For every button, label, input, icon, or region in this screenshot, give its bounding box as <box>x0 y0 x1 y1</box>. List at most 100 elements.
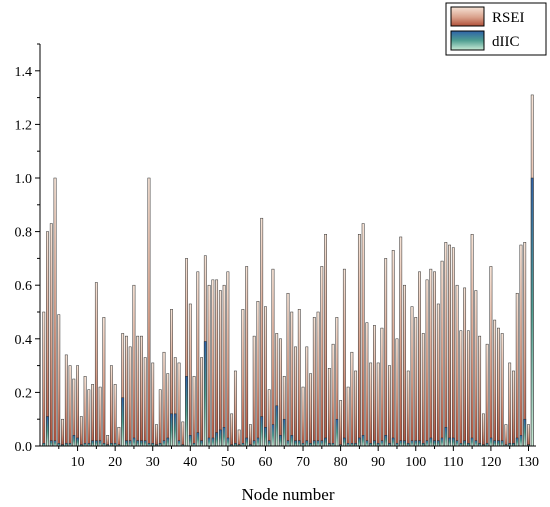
bar-diic-23 <box>125 440 128 447</box>
legend-swatch-rsei <box>450 6 485 27</box>
bar-rsei-3 <box>49 223 53 447</box>
y-tick-label: 1.0 <box>15 172 33 187</box>
bar-rsei-17 <box>102 317 106 447</box>
bar-rsei-19 <box>109 365 113 447</box>
bar-diic-76 <box>324 437 327 447</box>
y-tick-label: 0.6 <box>15 279 33 294</box>
bar-rsei-105 <box>433 271 436 447</box>
bar-rsei-2 <box>46 231 49 447</box>
bar-rsei-45 <box>207 284 211 447</box>
bar-rsei-53 <box>237 429 241 447</box>
bar-rsei-113 <box>463 287 467 447</box>
bar-rsei-13 <box>87 389 91 447</box>
bar-rsei-50 <box>226 271 230 447</box>
bar-diic-43 <box>200 440 203 447</box>
plot-area <box>42 94 534 447</box>
bar-rsei-42 <box>196 271 200 447</box>
bar-diic-62 <box>271 424 275 447</box>
bar-rsei-91 <box>380 327 384 447</box>
bar-diic-36 <box>173 413 177 447</box>
bar-diic-115 <box>470 437 474 447</box>
bar-diic-127 <box>515 437 519 447</box>
bar-diic-108 <box>444 426 448 447</box>
bar-diic-34 <box>166 437 170 447</box>
bar-rsei-74 <box>316 311 320 447</box>
bar-rsei-94 <box>391 250 395 447</box>
bar-diic-33 <box>162 440 166 447</box>
x-tick-label: 110 <box>443 455 463 470</box>
bar-diic-63 <box>275 405 279 447</box>
bar-rsei-83 <box>350 351 354 447</box>
bar-diic-97 <box>403 440 406 447</box>
bar-diic-25 <box>132 437 136 447</box>
bar-rsei-81 <box>342 268 346 447</box>
bar-rsei-23 <box>125 335 128 447</box>
bar-diic-71 <box>305 440 309 447</box>
bar-rsei-59 <box>260 217 264 447</box>
bar-rsei-72 <box>309 373 312 447</box>
bar-diic-3 <box>49 440 53 447</box>
bar-rsei-124 <box>504 424 508 447</box>
bar-diic-48 <box>218 429 222 447</box>
bar-diic-99 <box>410 440 414 447</box>
bar-diic-26 <box>136 440 140 447</box>
bar-diic-59 <box>260 416 264 447</box>
bar-diic-107 <box>440 437 444 447</box>
x-tick-label: 30 <box>146 455 160 470</box>
bar-rsei-5 <box>57 314 61 447</box>
bar-diic-131 <box>530 177 534 447</box>
bar-rsei-48 <box>218 290 222 447</box>
bar-rsei-99 <box>410 306 414 447</box>
bar-diic-65 <box>282 418 286 447</box>
bar-rsei-20 <box>113 384 117 447</box>
bar-rsei-119 <box>485 343 489 447</box>
bar-diic-92 <box>384 435 388 447</box>
bar-diic-50 <box>226 437 230 447</box>
bar-rsei-28 <box>143 357 147 447</box>
bar-rsei-64 <box>279 338 282 447</box>
bar-rsei-109 <box>448 244 451 447</box>
bar-diic-24 <box>128 440 132 447</box>
bar-rsei-32 <box>158 389 162 447</box>
bar-diic-14 <box>91 440 95 447</box>
legend-label-diic: dIIC <box>492 34 520 50</box>
bar-diic-27 <box>140 440 143 447</box>
x-tick-label: 120 <box>480 455 501 470</box>
bar-rsei-112 <box>459 330 463 447</box>
bar-rsei-127 <box>515 292 519 447</box>
legend-label-rsei: RSEI <box>492 10 525 26</box>
bar-rsei-92 <box>384 258 388 447</box>
bar-rsei-26 <box>136 335 140 447</box>
bar-rsei-6 <box>61 418 64 447</box>
bar-diic-22 <box>121 397 125 447</box>
bar-rsei-18 <box>106 435 110 447</box>
series-rsei <box>42 94 534 447</box>
bar-diic-39 <box>185 376 188 447</box>
bar-rsei-120 <box>489 266 493 447</box>
bar-diic-101 <box>418 440 421 447</box>
bar-rsei-104 <box>429 268 433 447</box>
bar-rsei-41 <box>192 376 196 447</box>
bar-rsei-57 <box>252 335 256 447</box>
bar-diic-68 <box>294 440 297 447</box>
bar-diic-37 <box>177 440 181 447</box>
bar-diic-47 <box>215 432 219 447</box>
bar-diic-66 <box>286 440 290 447</box>
x-tick-label: 40 <box>183 455 197 470</box>
bar-diic-111 <box>455 440 459 447</box>
bar-diic-109 <box>448 437 451 447</box>
bar-rsei-89 <box>373 325 376 447</box>
bar-rsei-123 <box>500 333 504 447</box>
bar-rsei-61 <box>267 389 271 447</box>
bar-rsei-106 <box>436 303 440 447</box>
bar-rsei-88 <box>369 362 373 447</box>
bar-rsei-25 <box>132 284 136 447</box>
bar-rsei-58 <box>256 301 260 447</box>
bar-rsei-29 <box>147 177 151 447</box>
y-tick-label: 0.0 <box>15 440 33 455</box>
bar-rsei-114 <box>466 330 470 447</box>
bar-rsei-107 <box>440 260 444 447</box>
bar-rsei-31 <box>155 424 158 447</box>
bar-rsei-49 <box>222 284 226 447</box>
bar-rsei-8 <box>68 365 72 447</box>
